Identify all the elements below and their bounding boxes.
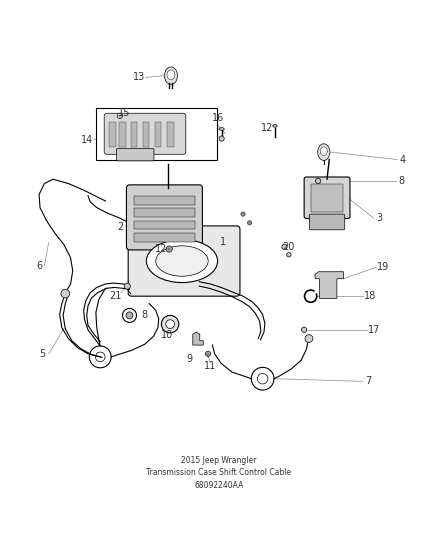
Bar [134, 221, 195, 229]
Text: 13: 13 [134, 72, 146, 83]
Bar [167, 123, 173, 147]
Circle shape [124, 283, 131, 289]
Text: 8: 8 [399, 176, 405, 186]
Circle shape [123, 309, 137, 322]
Text: 10: 10 [160, 330, 173, 341]
FancyBboxPatch shape [304, 177, 350, 219]
FancyBboxPatch shape [104, 113, 186, 154]
Text: 11: 11 [204, 361, 216, 371]
FancyBboxPatch shape [128, 226, 240, 296]
Text: 20: 20 [282, 242, 294, 252]
Text: 7: 7 [366, 376, 372, 386]
Text: 3: 3 [377, 213, 383, 223]
Circle shape [305, 335, 313, 343]
Text: 12: 12 [261, 123, 273, 133]
Text: 5: 5 [39, 349, 45, 359]
Bar [143, 123, 149, 147]
Text: 15: 15 [118, 108, 130, 118]
Ellipse shape [156, 246, 208, 276]
Ellipse shape [320, 147, 327, 156]
Text: 14: 14 [81, 135, 93, 145]
Ellipse shape [167, 70, 175, 79]
Circle shape [117, 113, 123, 118]
Bar [109, 123, 116, 147]
Ellipse shape [318, 144, 330, 160]
Circle shape [287, 253, 291, 257]
Ellipse shape [164, 67, 177, 84]
Bar [134, 196, 195, 205]
Circle shape [247, 221, 252, 225]
Bar [119, 123, 126, 147]
Text: 18: 18 [364, 291, 376, 301]
Text: 9: 9 [186, 354, 192, 364]
Circle shape [205, 351, 211, 357]
Bar [155, 123, 161, 147]
Text: 19: 19 [377, 262, 389, 272]
Text: 2: 2 [117, 222, 123, 232]
Ellipse shape [219, 128, 224, 130]
Circle shape [166, 246, 172, 252]
Circle shape [126, 312, 133, 319]
Text: 2015 Jeep Wrangler
Transmission Case Shift Control Cable
68092240AA: 2015 Jeep Wrangler Transmission Case Shi… [146, 456, 292, 490]
Text: 17: 17 [368, 325, 380, 335]
Circle shape [219, 136, 224, 141]
Bar [134, 208, 195, 217]
Circle shape [61, 289, 70, 298]
Circle shape [282, 244, 287, 249]
Circle shape [301, 327, 307, 333]
Circle shape [161, 316, 179, 333]
Text: 12: 12 [155, 244, 168, 254]
Text: 1: 1 [220, 237, 226, 247]
Ellipse shape [273, 125, 277, 127]
Circle shape [241, 212, 245, 216]
Circle shape [315, 179, 321, 183]
FancyBboxPatch shape [309, 214, 345, 230]
Bar [134, 233, 195, 241]
Polygon shape [315, 272, 343, 298]
Ellipse shape [146, 239, 218, 282]
Text: 16: 16 [212, 113, 224, 123]
FancyBboxPatch shape [117, 149, 154, 161]
Circle shape [166, 320, 174, 328]
Bar [96, 108, 217, 159]
FancyBboxPatch shape [127, 185, 202, 250]
Polygon shape [193, 332, 203, 345]
Text: 4: 4 [399, 155, 406, 165]
Bar [131, 123, 138, 147]
Text: 8: 8 [142, 310, 148, 320]
Text: 21: 21 [109, 291, 121, 301]
Text: 6: 6 [36, 261, 42, 271]
Bar [311, 183, 343, 212]
